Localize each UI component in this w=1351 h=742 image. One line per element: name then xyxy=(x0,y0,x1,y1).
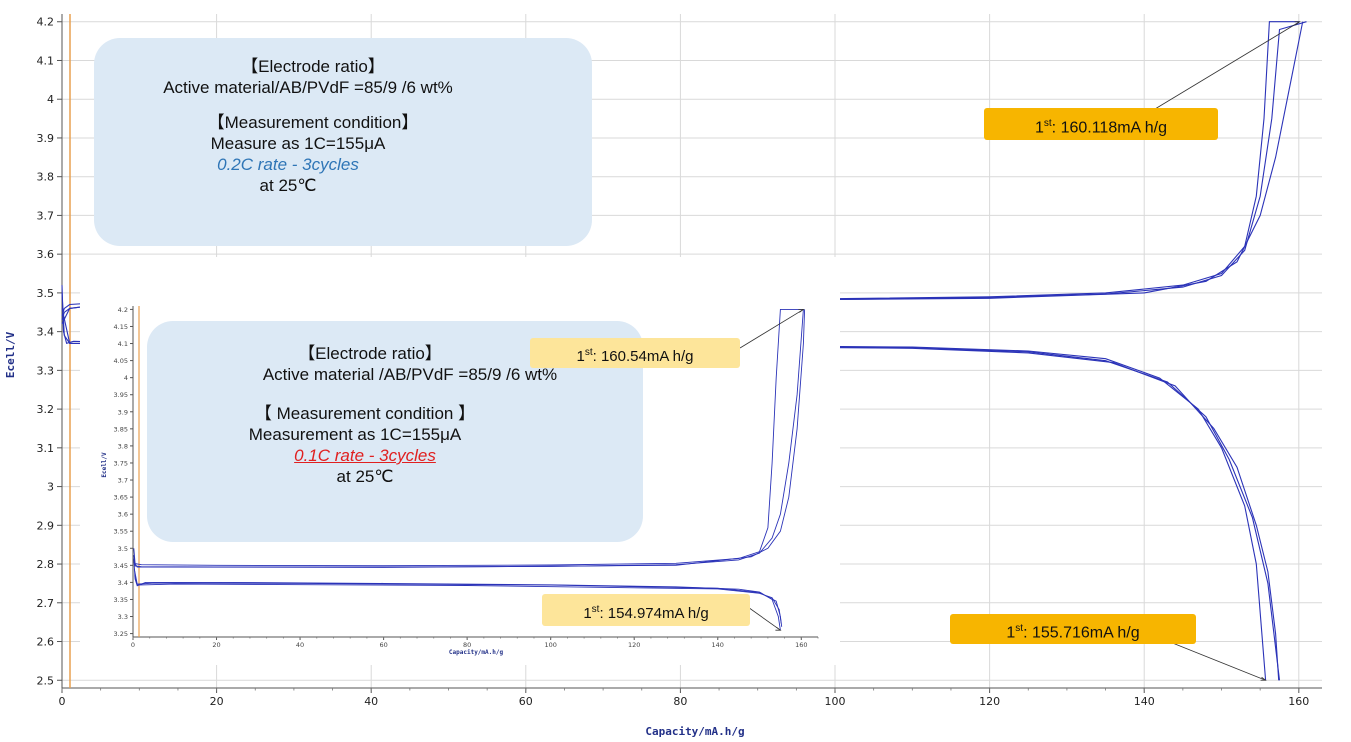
inset-x-tick-label: 80 xyxy=(463,641,471,649)
inset-info-rate: 0.1C rate - 3cycles xyxy=(294,446,436,465)
main-y-tick-label: 3.6 xyxy=(37,248,55,261)
inset-charge-curve-3 xyxy=(133,309,806,568)
main-y-tick-label: 2.7 xyxy=(37,597,55,610)
inset-x-tick-label: 140 xyxy=(712,641,724,649)
inset-y-tick-label: 3.35 xyxy=(114,596,128,604)
inset-y-tick-label: 3.55 xyxy=(114,528,128,536)
inset-leader-line-1 xyxy=(739,309,804,349)
inset-info-temperature: at 25℃ xyxy=(336,467,394,486)
inset-y-tick-label: 4.2 xyxy=(118,306,128,314)
inset-y-tick-label: 3.6 xyxy=(118,511,128,519)
main-y-tick-label: 3.3 xyxy=(37,364,55,377)
inset-y-tick-label: 3.3 xyxy=(118,613,128,621)
inset-x-tick-label: 160 xyxy=(795,641,807,649)
main-axes: 0 20 40 60 80 100 120 140 1602.52.62.72.82.933.1… xyxy=(37,14,1322,708)
inset-y-tick-label: 3.8 xyxy=(118,442,128,450)
main-y-tick-label: 4.2 xyxy=(37,16,55,29)
main-y-tick-label: 3.7 xyxy=(37,209,55,222)
main-y-tick-label: 3.9 xyxy=(37,132,55,145)
inset-y-tick-label: 3.9 xyxy=(118,408,128,416)
inset-y-tick-label: 3.45 xyxy=(114,562,128,570)
main-x-tick-label: 20 xyxy=(210,695,224,708)
main-callout-leaders xyxy=(1149,21,1301,681)
main-y-tick-label: 2.6 xyxy=(37,636,55,649)
main-y-tick-label: 4.1 xyxy=(37,54,55,67)
main-discharge-curve-4 xyxy=(61,285,1267,681)
inset-x-tick-label: 60 xyxy=(379,641,387,649)
main-x-tick-label: 140 xyxy=(1134,695,1155,708)
main-x-tick-label: 120 xyxy=(979,695,1000,708)
inset-x-tick-label: 40 xyxy=(296,641,304,649)
main-info-spacer xyxy=(94,98,592,112)
inset-y-tick-label: 4.15 xyxy=(114,323,128,331)
main-y-tick-label: 2.9 xyxy=(37,519,55,532)
main-info-box: 【Electrode ratio】 Active material/AB/PVd… xyxy=(94,38,592,246)
main-leader-arrow-2 xyxy=(1260,676,1267,681)
main-x-tick-label: 40 xyxy=(364,695,378,708)
main-info-current: Measure as 1C=155μA xyxy=(210,134,386,153)
main-y-axis-label: Ecell/V xyxy=(4,331,17,378)
main-leader-line-1 xyxy=(1149,21,1300,113)
inset-info-heading-ratio: 【Electrode ratio】 xyxy=(298,344,442,363)
inset-leader-arrow-2 xyxy=(775,626,782,631)
main-info-heading-ratio: 【Electrode ratio】 xyxy=(241,57,385,76)
main-callout-charge: 1st: 160.118mA h/g xyxy=(984,108,1218,140)
inset-y-tick-label: 4 xyxy=(124,374,128,382)
inset-y-tick-label: 3.85 xyxy=(114,425,128,433)
main-y-tick-label: 3.1 xyxy=(37,442,55,455)
inset-info-box: 【Electrode ratio】 Active material /AB/PV… xyxy=(147,321,643,542)
main-y-tick-label: 3.8 xyxy=(37,171,55,184)
main-leader-line-2 xyxy=(1159,637,1266,681)
main-info-rate: 0.2C rate - 3cycles xyxy=(217,155,359,174)
inset-y-tick-label: 3.4 xyxy=(118,579,128,587)
main-y-tick-label: 2.8 xyxy=(37,558,55,571)
main-x-tick-label: 60 xyxy=(519,695,533,708)
inset-y-tick-label: 3.65 xyxy=(114,494,128,502)
main-y-tick-label: 2.5 xyxy=(37,674,55,687)
inset-y-tick-label: 3.75 xyxy=(114,459,128,467)
inset-x-tick-label: 0 xyxy=(131,641,135,649)
main-y-tick-label: 3.5 xyxy=(37,287,55,300)
main-x-axis-label: Capacity/mA.h/g xyxy=(645,725,744,738)
inset-y-tick-label: 3.25 xyxy=(114,630,128,638)
inset-y-tick-label: 4.05 xyxy=(114,357,128,365)
inset-charge-curve-1 xyxy=(133,308,804,567)
inset-x-tick-label: 120 xyxy=(628,641,640,649)
inset-info-heading-condition: 【 Measurement condition 】 xyxy=(254,404,476,423)
main-y-tick-label: 4 xyxy=(47,93,54,106)
inset-info-current: Measurement as 1C=155μA xyxy=(248,425,462,444)
main-info-ratio: Active material/AB/PVdF =85/9 /6 wt% xyxy=(163,78,453,97)
inset-callout-discharge: 1st: 154.974mA h/g xyxy=(542,594,750,626)
inset-curves xyxy=(133,308,806,631)
main-x-tick-label: 160 xyxy=(1288,695,1309,708)
inset-y-tick-label: 3.5 xyxy=(118,545,128,553)
inset-callout-charge: 1st: 160.54mA h/g xyxy=(530,338,740,368)
main-callout-discharge: 1st: 155.716mA h/g xyxy=(950,614,1196,644)
inset-x-tick-label: 20 xyxy=(212,641,220,649)
inset-y-tick-label: 3.95 xyxy=(114,391,128,399)
inset-discharge-curve-6 xyxy=(134,575,782,624)
main-y-tick-label: 3 xyxy=(47,481,54,494)
inset-info-spacer xyxy=(147,385,643,403)
inset-y-axis-label: Ecell/V xyxy=(101,452,108,478)
main-info-heading-condition: 【Measurement condition】 xyxy=(207,113,419,132)
main-info-temperature: at 25℃ xyxy=(259,176,317,195)
inset-y-tick-label: 3.7 xyxy=(118,477,128,485)
inset-axes: 0 20 40 60 80 100 120 140 160 3.25 3.3 3.35 3.4 3.45 3… xyxy=(114,306,819,649)
main-y-tick-label: 3.4 xyxy=(37,326,55,339)
main-leader-arrow-1 xyxy=(1294,21,1301,26)
inset-info-ratio: Active material /AB/PVdF =85/9 /6 wt% xyxy=(262,365,558,384)
main-x-tick-label: 100 xyxy=(825,695,846,708)
main-x-tick-label: 80 xyxy=(673,695,687,708)
inset-leader-arrow-1 xyxy=(798,309,805,313)
main-y-tick-label: 3.2 xyxy=(37,403,55,416)
inset-x-tick-label: 100 xyxy=(544,641,556,649)
main-x-tick-label: 0 xyxy=(59,695,66,708)
inset-y-tick-label: 4.1 xyxy=(118,340,128,348)
inset-x-axis-label: Capacity/mA.h/g xyxy=(449,649,504,656)
